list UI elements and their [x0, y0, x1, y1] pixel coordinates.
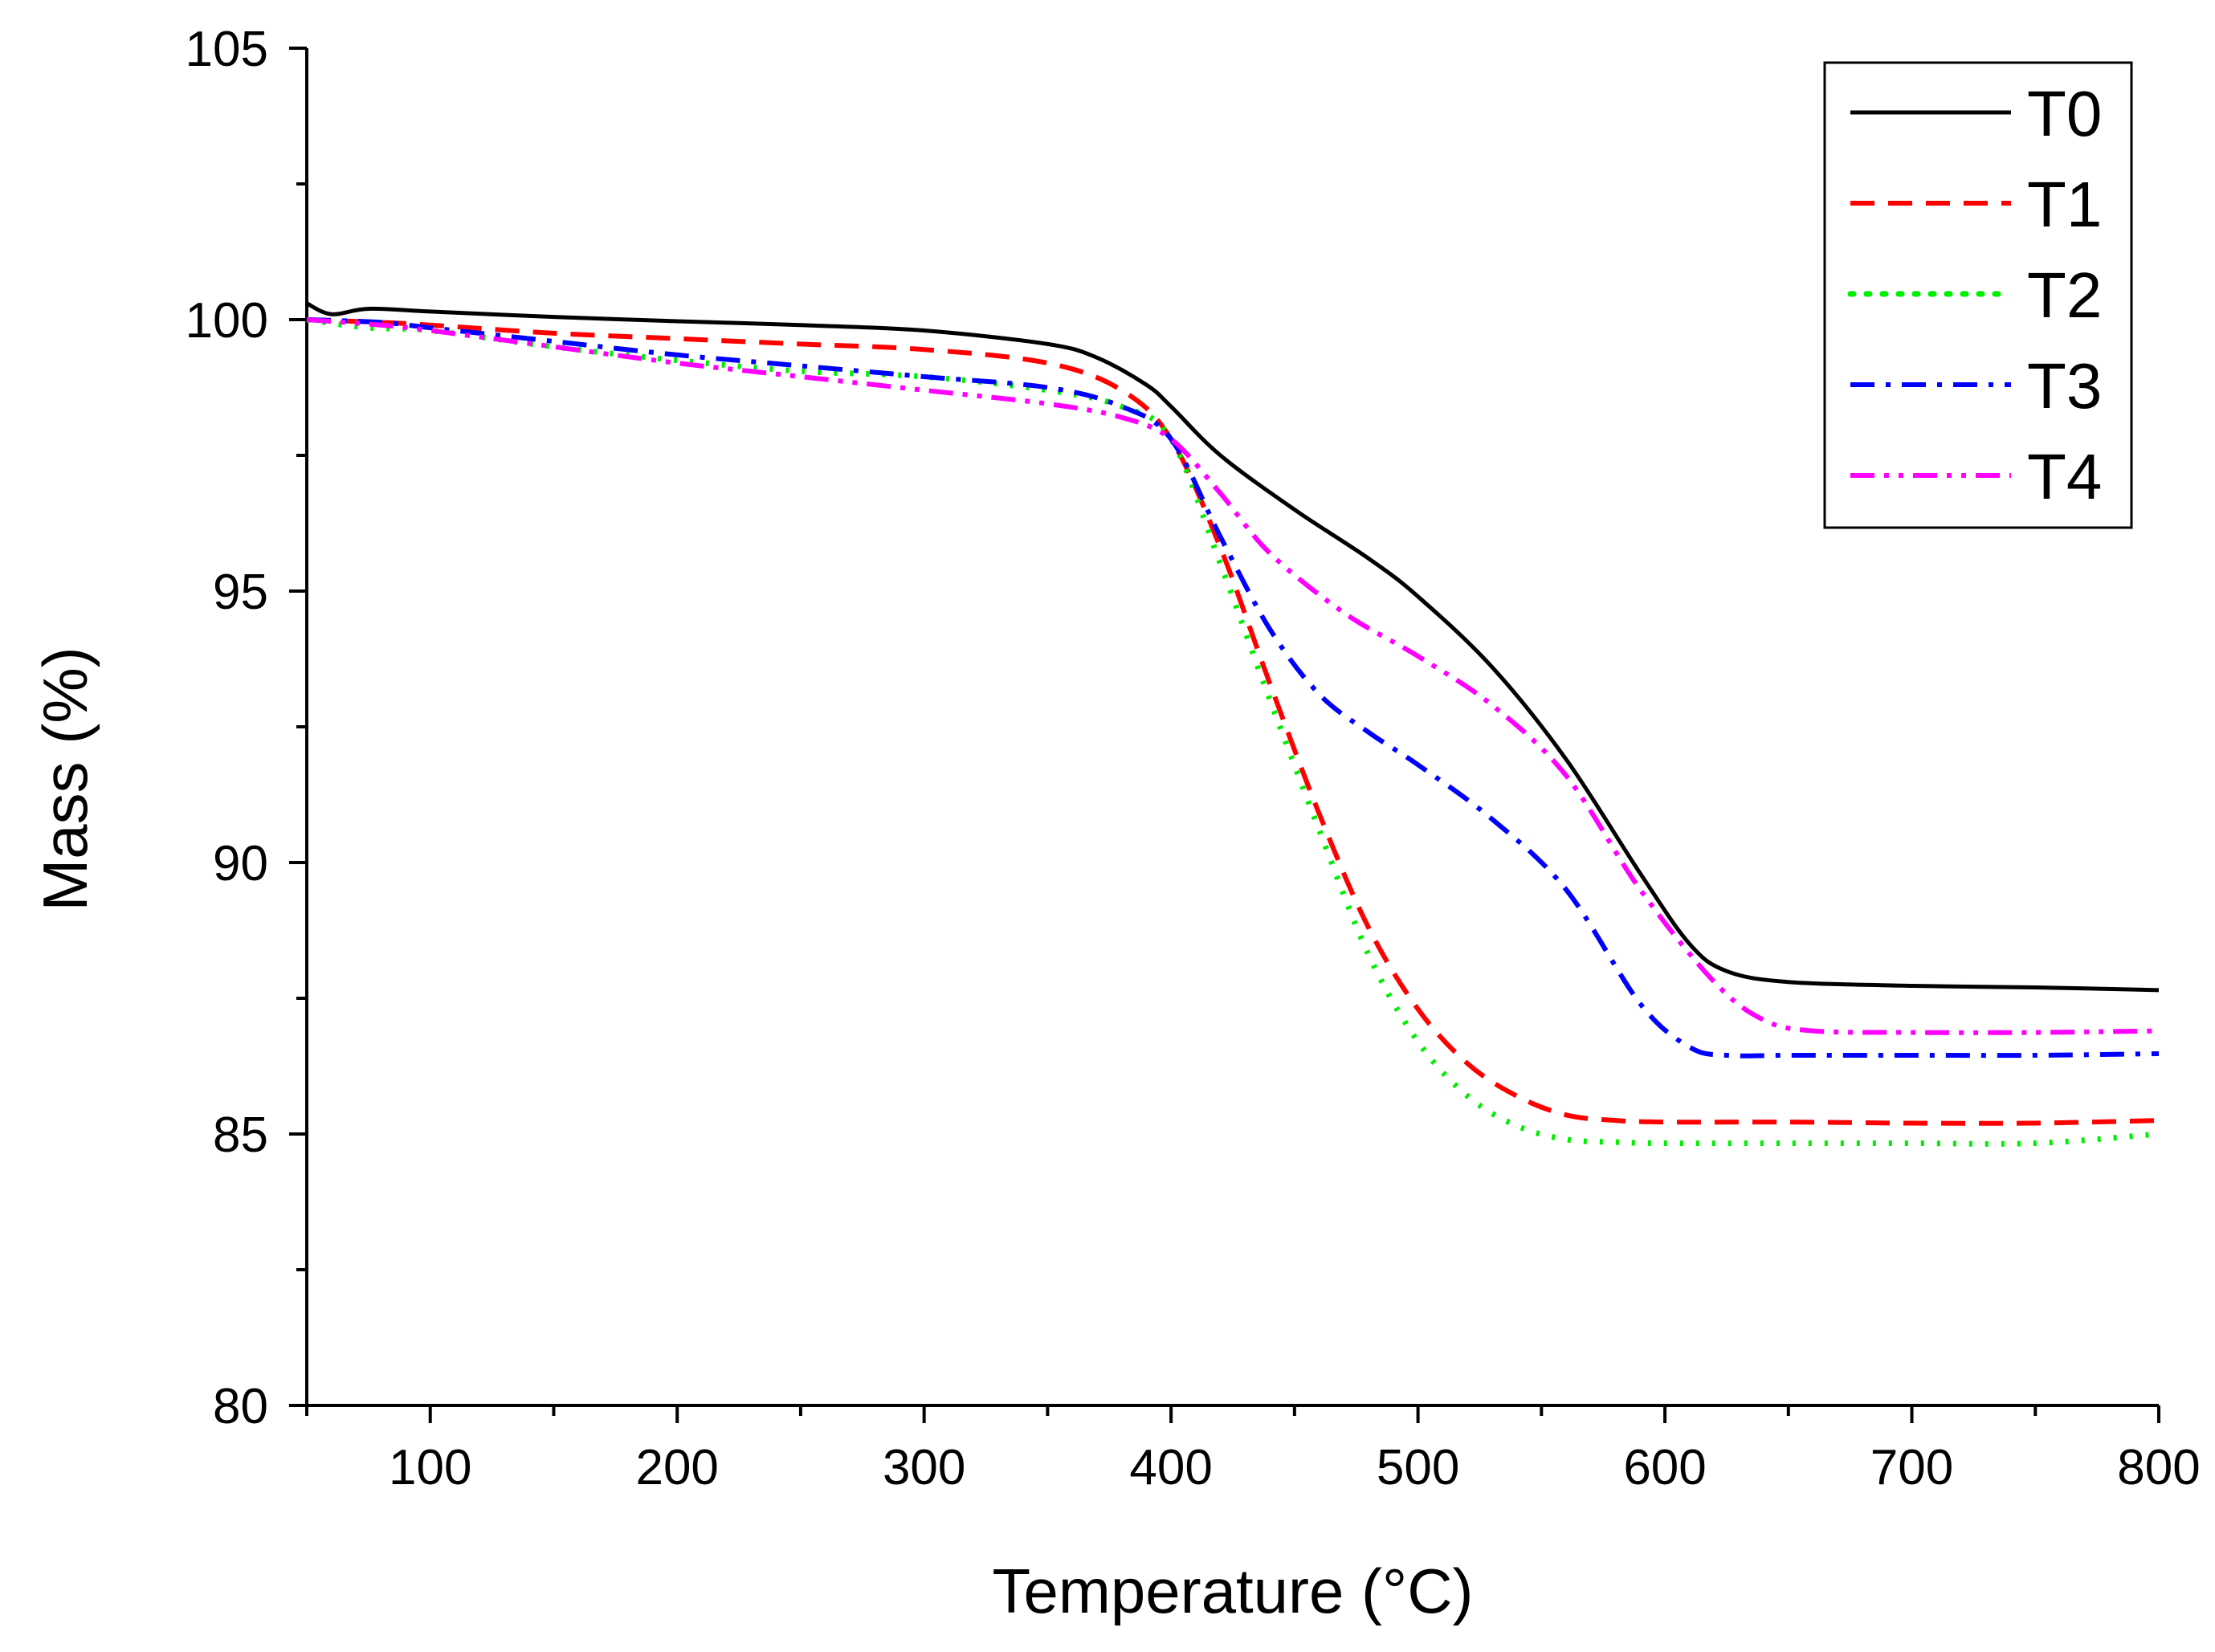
y-tick-label: 90: [213, 836, 268, 891]
x-tick-label: 800: [2117, 1440, 2200, 1495]
y-tick-label: 85: [213, 1107, 268, 1163]
legend-label-t4: T4: [2027, 441, 2102, 512]
y-tick-label: 105: [186, 22, 268, 77]
x-tick-label: 100: [389, 1440, 471, 1495]
legend: T0 T1 T2 T3 T4: [1823, 61, 2133, 529]
x-tick-label: 400: [1129, 1440, 1212, 1495]
x-axis-title: Temperature (°C): [992, 1556, 1473, 1626]
legend-label-t3: T3: [2027, 350, 2102, 422]
x-tick-label: 700: [1870, 1440, 1953, 1495]
series-lines: [305, 301, 2160, 1147]
series-line-t3: [306, 317, 2160, 1059]
series-line-t0: [305, 301, 2160, 993]
legend-label-t0: T0: [2027, 78, 2102, 149]
legend-label-t2: T2: [2027, 259, 2102, 331]
y-axis-title: Mass (%): [30, 647, 100, 911]
axes: 100 200 300 400 500 600 700 800 80 85 90 95 100 105: [186, 22, 2201, 1495]
series-line-t2: [306, 316, 2160, 1147]
y-tick-label: 80: [213, 1379, 268, 1434]
x-tick-label: 500: [1377, 1440, 1459, 1495]
x-tick-label: 200: [635, 1440, 718, 1495]
legend-label-t1: T1: [2027, 169, 2102, 240]
x-tick-label: 300: [883, 1440, 965, 1495]
y-tick-label: 95: [213, 565, 268, 620]
series-line-t4: [306, 317, 2160, 1035]
x-tick-label: 600: [1623, 1440, 1706, 1495]
series-line-t1: [306, 317, 2160, 1126]
y-tick-label: 100: [186, 293, 268, 349]
